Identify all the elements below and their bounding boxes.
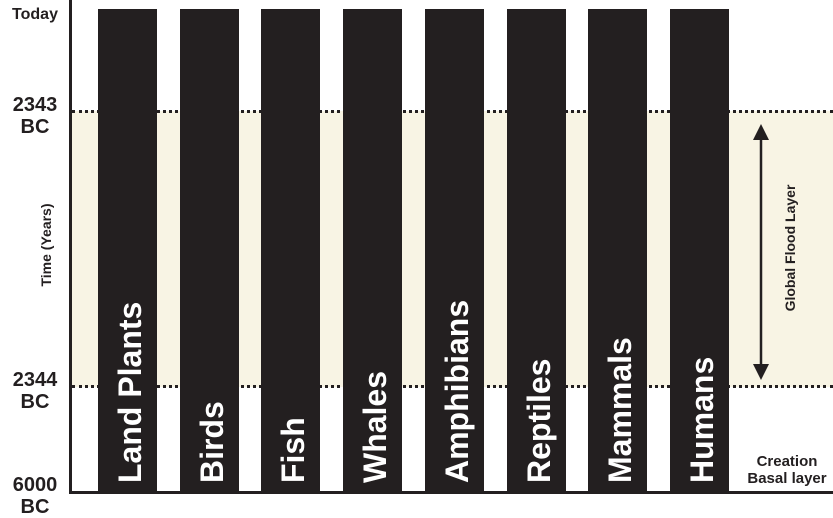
creation-line: Creation bbox=[756, 453, 818, 470]
column-label: Humans bbox=[683, 356, 720, 483]
tick-6000-era: BC bbox=[20, 496, 50, 518]
time-axis bbox=[69, 0, 72, 494]
column-fish: Fish bbox=[261, 9, 320, 491]
column-label: Amphibians bbox=[438, 299, 475, 483]
tick-6000-bc: 6000 BC bbox=[2, 474, 68, 518]
column-mammals: Mammals bbox=[588, 9, 647, 491]
tick-today-label: Today bbox=[12, 6, 58, 23]
column-label: Whales bbox=[356, 370, 393, 483]
tick-2344-era: BC bbox=[20, 391, 50, 413]
column-land-plants: Land Plants bbox=[98, 9, 157, 491]
tick-2343-year: 2343 bbox=[12, 94, 58, 116]
column-humans: Humans bbox=[670, 9, 729, 491]
tick-today: Today bbox=[2, 6, 68, 24]
column-label: Land Plants bbox=[111, 301, 148, 483]
double-headed-arrow-icon bbox=[753, 124, 769, 380]
tick-2343-era: BC bbox=[20, 116, 50, 138]
tick-6000-year: 6000 bbox=[12, 474, 58, 496]
flood-layer-label: Global Flood Layer bbox=[782, 184, 798, 312]
basal-layer-line: Basal layer bbox=[747, 470, 827, 487]
column-reptiles: Reptiles bbox=[507, 9, 566, 491]
column-birds: Birds bbox=[180, 9, 239, 491]
column-label: Birds bbox=[193, 401, 230, 483]
column-amphibians: Amphibians bbox=[425, 9, 484, 491]
baseline-axis bbox=[69, 491, 833, 494]
column-label: Reptiles bbox=[520, 358, 557, 483]
tick-2344-year: 2344 bbox=[12, 369, 58, 391]
tick-2343-bc: 2343 BC bbox=[2, 94, 68, 138]
creation-basal-label: Creation Basal layer bbox=[737, 453, 833, 487]
axis-title: Time (Years) bbox=[38, 203, 54, 287]
column-label: Mammals bbox=[601, 337, 638, 483]
column-label: Fish bbox=[274, 417, 311, 483]
column-whales: Whales bbox=[343, 9, 402, 491]
tick-2344-bc: 2344 BC bbox=[2, 369, 68, 413]
